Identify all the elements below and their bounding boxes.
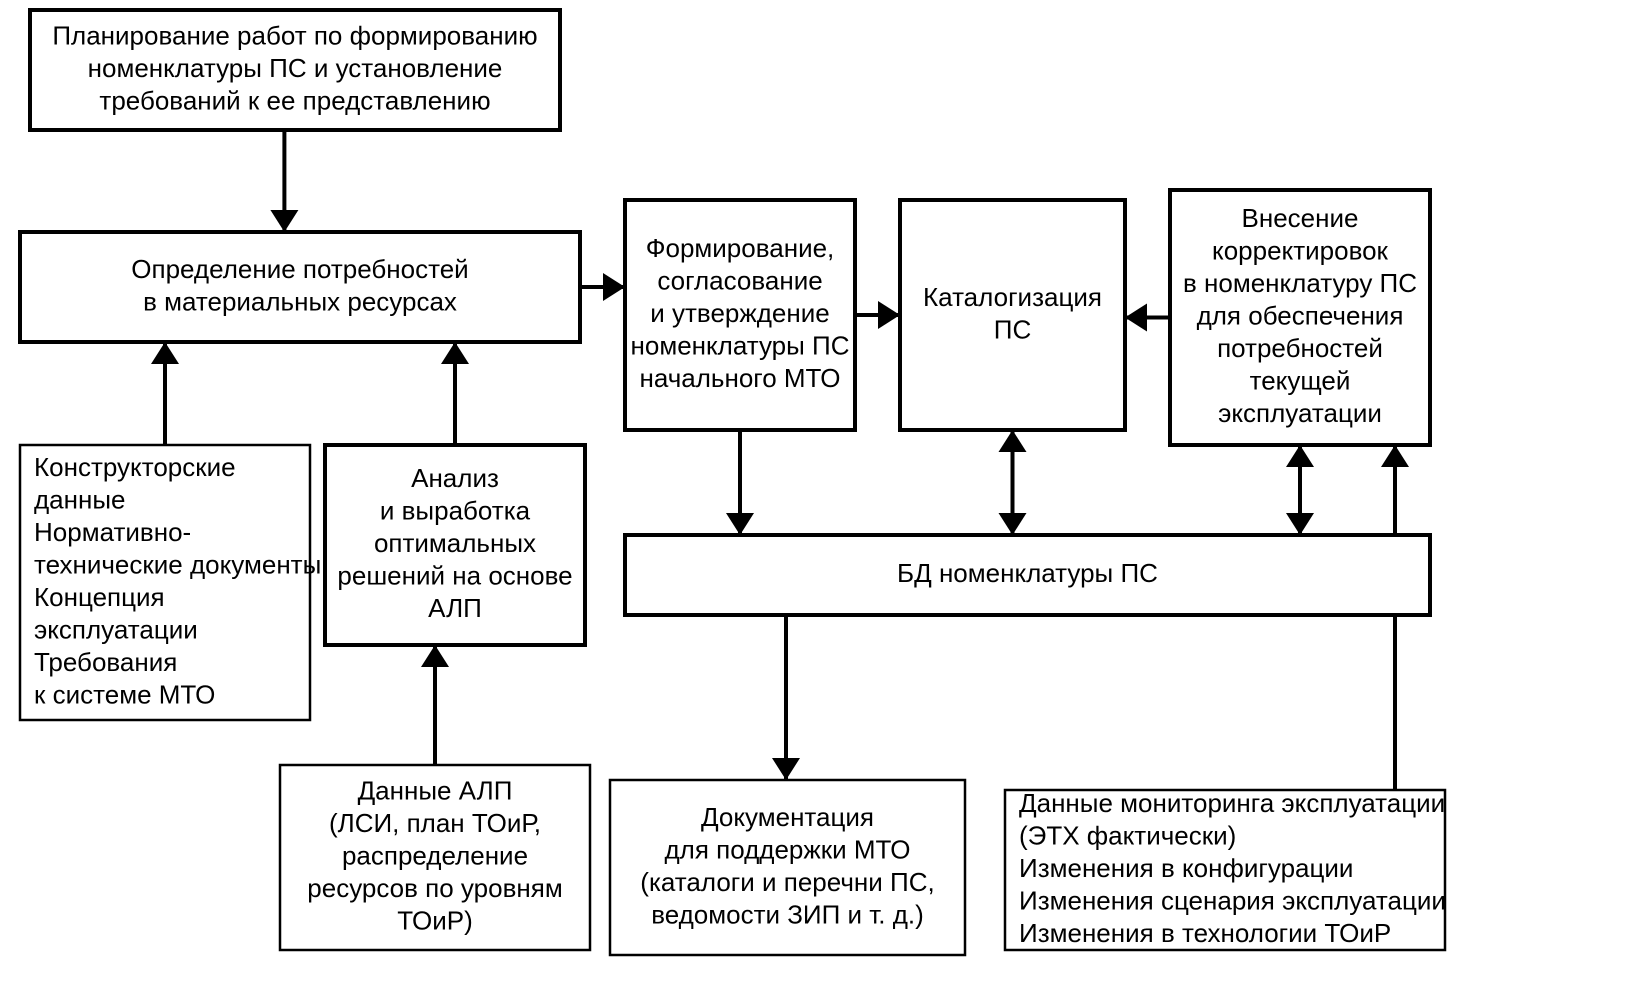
box-planning: Планирование работ по формированиюноменк… — [30, 10, 560, 130]
box-db-text: БД номенклатуры ПС — [897, 558, 1158, 588]
box-adjust: Внесениекорректировокв номенклатуру ПСдл… — [1170, 190, 1430, 445]
box-alpdata: Данные АЛП(ЛСИ, план ТОиР,распределениер… — [280, 765, 590, 950]
box-formation: Формирование,согласованиеи утверждениено… — [625, 200, 855, 430]
box-inputs: КонструкторскиеданныеНормативно-техничес… — [20, 445, 321, 720]
box-needs: Определение потребностейв материальных р… — [20, 232, 580, 342]
boxes-layer: Планирование работ по формированиюноменк… — [20, 10, 1446, 955]
box-analysis: Анализи выработкаоптимальныхрешений на о… — [325, 445, 585, 645]
box-formation-text: Формирование,согласованиеи утверждениено… — [631, 233, 850, 393]
box-catalog: КаталогизацияПС — [900, 200, 1125, 430]
box-docs: Документациядля поддержки МТО(каталоги и… — [610, 780, 965, 955]
box-monitoring: Данные мониторинга эксплуатации(ЭТХ факт… — [1005, 788, 1446, 950]
box-db: БД номенклатуры ПС — [625, 535, 1430, 615]
box-planning-text: Планирование работ по формированиюноменк… — [52, 20, 537, 115]
